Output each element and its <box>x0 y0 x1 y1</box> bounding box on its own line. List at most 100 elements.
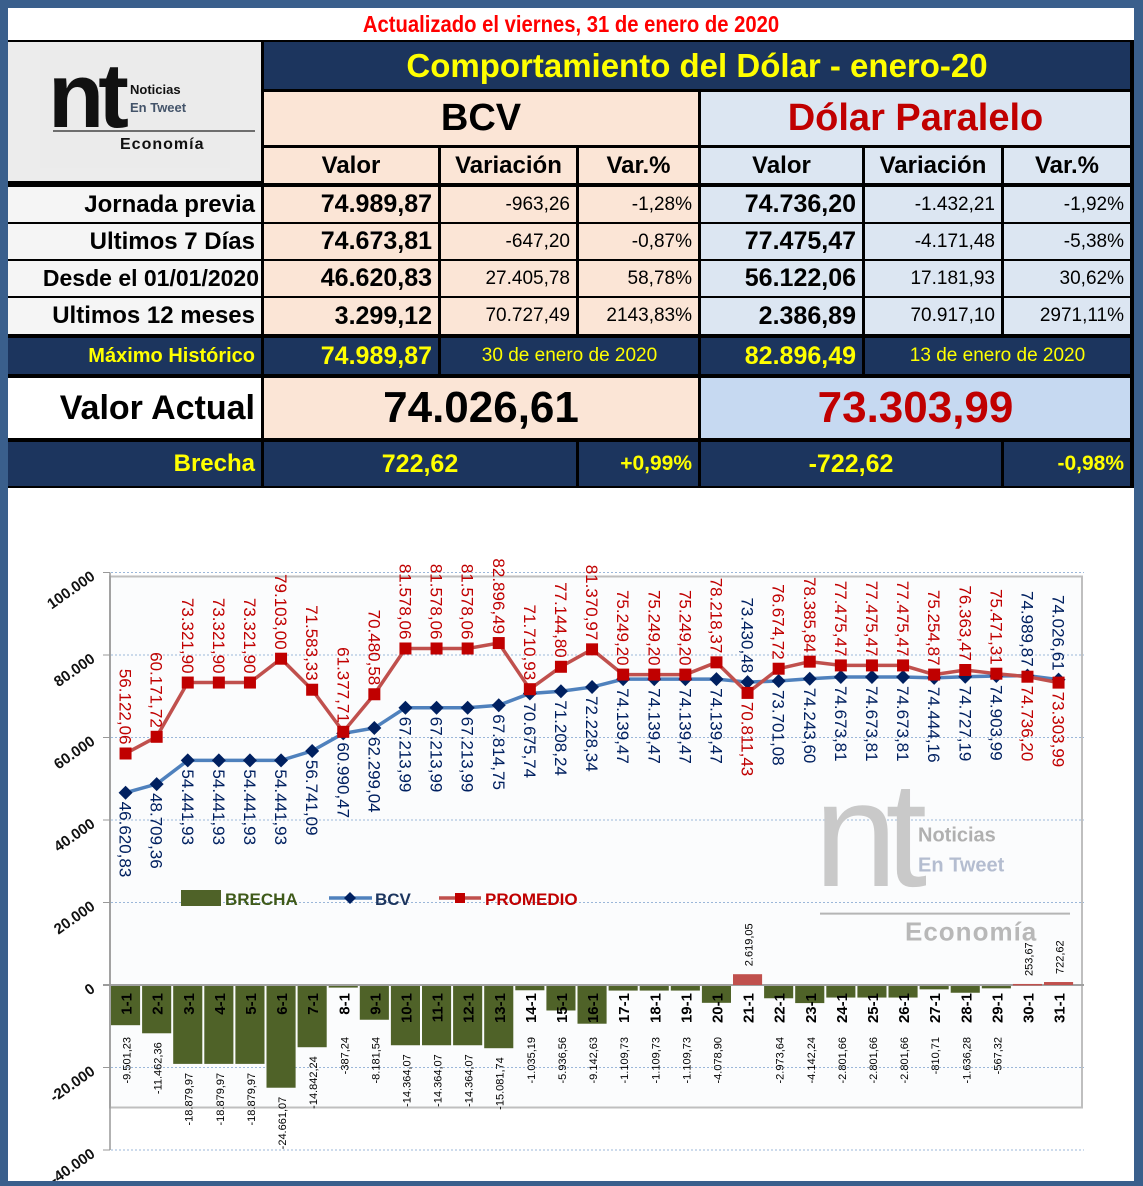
row-label-7dias: Ultimos 7 Días <box>8 224 261 259</box>
brecha-value-label: -2.801,66 <box>837 1037 849 1083</box>
promedio-value-label: 70.480,58 <box>364 610 383 686</box>
bcv-value-label: 46.620,83 <box>116 802 135 878</box>
bcv-marker-icon <box>367 721 382 736</box>
promedio-marker-icon <box>275 652 288 665</box>
bcv-value-label: 74.139,47 <box>675 688 694 764</box>
brecha-value-label: -18.879,97 <box>215 1073 227 1126</box>
x-category-label: 12-1 <box>461 993 478 1023</box>
x-category-label: 1-1 <box>119 993 136 1015</box>
brecha-bar <box>359 986 389 1020</box>
brecha-value-label: -1.109,73 <box>619 1037 631 1083</box>
bcv-marker-icon <box>864 669 879 684</box>
maximo-bcv-date: 30 de enero de 2020 <box>441 338 698 374</box>
bcv-varpct: -1,28% <box>579 187 698 222</box>
brecha-value-label: 722,62 <box>1055 940 1067 974</box>
col-header-bcv-valor: Valor <box>264 148 438 183</box>
bcv-value-label: 67.213,99 <box>458 717 477 793</box>
brecha-bar <box>795 986 825 1004</box>
y-tick-label: 100.000 <box>44 568 98 613</box>
promedio-value-label: 71.583,33 <box>302 605 321 681</box>
valor-actual-bcv: 74.026,61 <box>264 378 698 438</box>
x-category-label: 14-1 <box>523 993 540 1023</box>
x-category-label: 24-1 <box>834 993 851 1023</box>
bcv-marker-icon <box>833 669 848 684</box>
x-category-label: 23-1 <box>803 993 820 1023</box>
svg-text:Economía: Economía <box>905 916 1037 946</box>
svg-text:Noticias: Noticias <box>918 824 996 846</box>
svg-text:En Tweet: En Tweet <box>130 100 187 115</box>
bcv-value-label: 67.213,99 <box>395 717 414 793</box>
promedio-value-label: 75.249,20 <box>675 590 694 666</box>
bcv-marker-icon <box>553 684 568 699</box>
x-category-label: 29-1 <box>989 993 1006 1023</box>
promedio-marker-icon <box>523 683 536 696</box>
legend-bcv-label: BCV <box>375 890 412 909</box>
promedio-value-label: 77.144,80 <box>551 582 570 658</box>
brecha-bar <box>266 986 296 1088</box>
bcv-value-label: 54.441,93 <box>271 769 290 845</box>
bcv-marker-icon <box>740 675 755 690</box>
bcv-value-label: 54.441,93 <box>209 769 228 845</box>
brecha-bar <box>639 986 669 991</box>
brecha-value-label: -4.078,90 <box>712 1037 724 1083</box>
x-category-label: 26-1 <box>896 993 913 1023</box>
promedio-marker-icon <box>928 668 941 681</box>
brecha-bcv-pct: +0,99% <box>579 442 698 486</box>
bcv-marker-icon <box>211 753 226 768</box>
x-category-label: 28-1 <box>958 993 975 1023</box>
row-label-desde: Desde el 01/01/2020 <box>8 261 261 296</box>
bcv-value-label: 74.243,60 <box>800 688 819 764</box>
x-category-label: 10-1 <box>398 993 415 1023</box>
brecha-bar <box>235 986 265 1064</box>
bcv-value-label: 56.741,09 <box>302 760 321 836</box>
promedio-marker-icon <box>461 642 474 655</box>
x-category-label: 3-1 <box>181 993 198 1015</box>
updated-date: Actualizado el viernes, 31 de enero de 2… <box>75 8 1067 40</box>
brecha-bar <box>1012 983 1042 986</box>
brecha-bar <box>297 986 327 1048</box>
legend-brecha-swatch-icon <box>181 890 221 906</box>
y-tick-label: 0 <box>82 980 99 999</box>
bcv-value-label: 70.675,74 <box>520 702 539 778</box>
svg-text:Economía: Economía <box>120 136 204 153</box>
brecha-value-label: -1.636,28 <box>961 1037 973 1083</box>
x-category-label: 7-1 <box>305 993 322 1015</box>
brecha-value-label: -18.879,97 <box>184 1073 196 1126</box>
bcv-valor: 3.299,12 <box>264 298 438 334</box>
brecha-value-label: -2.801,66 <box>899 1037 911 1083</box>
brecha-bar <box>826 986 856 998</box>
brecha-bar <box>422 986 452 1046</box>
par-varpct: -5,38% <box>1004 224 1130 259</box>
bcv-marker-icon <box>460 700 475 715</box>
nt-logo-icon: nt Noticias En Tweet Economía <box>40 45 255 168</box>
brecha-bar <box>764 986 794 999</box>
brecha-bar <box>577 986 607 1024</box>
x-category-label: 5-1 <box>243 993 260 1015</box>
watermark-logo-icon: nt <box>814 750 926 918</box>
y-tick-label: 40.000 <box>51 815 98 855</box>
bcv-value-label: 72.228,34 <box>582 696 601 772</box>
promedio-marker-icon <box>803 655 816 668</box>
brecha-value-label: -1.035,19 <box>526 1037 538 1083</box>
brecha-bar <box>857 986 887 998</box>
bcv-value-label: 54.441,93 <box>240 769 259 845</box>
promedio-value-label: 77.475,47 <box>862 581 881 657</box>
col-header-par-valor: Valor <box>701 148 862 183</box>
brecha-bar <box>173 986 203 1064</box>
bcv-value-label: 74.139,47 <box>613 688 632 764</box>
brecha-bar <box>142 986 172 1034</box>
x-category-label: 22-1 <box>772 993 789 1023</box>
par-variacion: 70.917,10 <box>865 298 1001 334</box>
brecha-value-label: -567,32 <box>992 1037 1004 1074</box>
brecha-bar <box>484 986 514 1049</box>
y-tick-label: 20.000 <box>51 898 98 938</box>
promedio-marker-icon <box>243 676 256 689</box>
svg-text:En Tweet: En Tweet <box>918 855 1005 877</box>
bcv-value-label: 74.903,99 <box>986 685 1005 761</box>
x-category-label: 6-1 <box>274 993 291 1015</box>
bcv-value-label: 74.989,87 <box>1017 591 1036 667</box>
bcv-value-label: 54.441,93 <box>178 769 197 845</box>
brecha-value-label: -1.109,73 <box>650 1037 662 1083</box>
legend-promedio-marker-icon <box>455 893 465 903</box>
brecha-value-label: -5.936,56 <box>557 1037 569 1083</box>
